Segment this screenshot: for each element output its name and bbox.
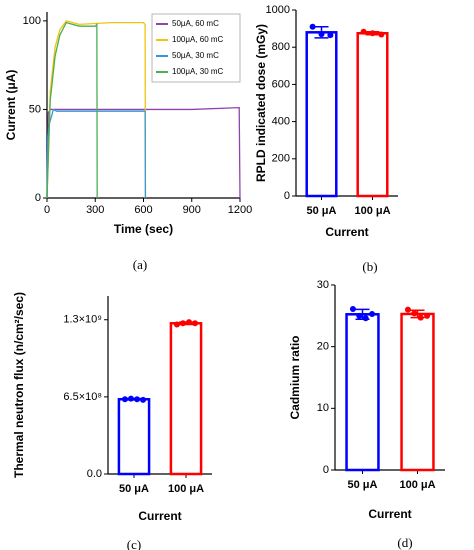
legend-box [151,13,241,83]
y-axis-label: Thermal neutron flux (n/cm²/sec) [12,292,26,478]
x-tick-label: 100 μA [168,483,204,495]
series-line [46,21,98,199]
data-point [127,395,134,402]
x-axis-label: Time (sec) [114,222,173,236]
x-axis-label: Current [325,225,368,239]
data-point [327,32,334,39]
y-axis-label: Current (μA) [4,70,18,141]
x-tick-label: 300 [86,204,104,216]
bar [400,312,435,472]
y-tick-label: 600 [272,78,290,90]
x-tick-label: 100 μA [354,205,390,217]
data-point [173,321,180,328]
y-tick-label: 1000 [266,4,290,16]
data-point [369,30,376,37]
data-point [356,312,363,319]
y-tick-label: 1.3×10⁹ [63,314,102,326]
y-tick-label: 0 [323,464,329,476]
series-line [46,106,241,199]
y-tick-label: 800 [272,41,290,53]
x-axis-label: Current [138,509,181,523]
caption: (c) [127,537,141,550]
y-tick-label: 400 [272,116,290,128]
data-point [121,396,128,403]
series-line [46,108,147,199]
data-point [369,310,376,317]
data-point [362,315,369,322]
legend-label: 50μA, 60 mC [172,19,219,28]
bar [169,322,203,476]
y-axis-label: RPLD indicated dose (mGy) [254,24,268,182]
bar [117,397,151,476]
data-point [404,306,411,313]
x-tick-label: 1200 [228,204,252,216]
series-line [46,20,147,199]
x-tick-label: 50 μA [307,205,337,217]
x-tick-label: 600 [134,204,152,216]
legend-label: 50μA, 30 mC [172,51,219,60]
y-axis-label: Cadmium ratio [288,335,302,419]
y-tick-label: 6.5×10⁸ [63,391,102,403]
y-tick-label: 20 [317,341,329,353]
bar [356,32,389,198]
data-point [360,28,367,35]
data-point [378,31,385,38]
data-point [417,314,424,321]
data-point [349,306,356,313]
x-tick-label: 0 [44,204,50,216]
data-point [309,23,316,30]
x-tick-label: 50 μA [119,483,149,495]
x-tick-label: 50 μA [348,479,378,491]
y-tick-label: 50 [29,103,41,115]
bar [345,313,380,472]
data-point [318,31,325,38]
legend-label: 100μA, 60 mC [172,35,224,44]
bar [305,31,338,198]
data-point [186,319,193,326]
data-point [192,320,199,327]
data-point [140,396,147,403]
caption: (a) [133,257,147,272]
data-point [134,396,141,403]
legend-label: 100μA, 30 mC [172,67,224,76]
x-axis-label: Current [368,507,411,521]
data-point [179,320,186,327]
data-point [411,310,418,317]
y-tick-label: 200 [272,153,290,165]
y-tick-label: 10 [317,402,329,414]
y-tick-label: 30 [317,279,329,291]
x-tick-label: 900 [183,204,201,216]
y-tick-label: 0 [284,190,290,202]
caption: (b) [362,259,377,274]
y-tick-label: 0.0 [87,468,102,480]
data-point [424,312,431,319]
x-tick-label: 100 μA [399,479,435,491]
y-tick-label: 100 [23,15,41,27]
caption: (d) [397,535,412,550]
y-tick-label: 0 [35,192,41,204]
